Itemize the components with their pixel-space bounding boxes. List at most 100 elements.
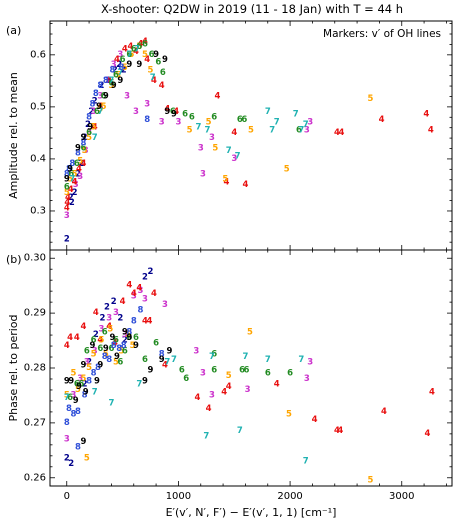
- marker-v2: 2: [148, 267, 154, 277]
- marker-v6: 6: [120, 55, 126, 65]
- x-tick-label: 1000: [166, 491, 191, 502]
- marker-v3: 3: [71, 390, 77, 400]
- marker-v4: 4: [334, 426, 340, 436]
- marker-v6: 6: [183, 374, 189, 384]
- marker-v4: 4: [242, 180, 248, 190]
- marker-v9: 9: [111, 81, 117, 91]
- marker-v5: 5: [286, 410, 292, 420]
- marker-v7: 7: [203, 432, 209, 442]
- marker-v4: 4: [429, 388, 435, 398]
- marker-v6: 6: [108, 79, 114, 89]
- marker-v8: 8: [91, 369, 97, 379]
- marker-v4: 4: [127, 42, 133, 52]
- marker-v8: 8: [82, 390, 88, 400]
- marker-v7: 7: [226, 146, 232, 156]
- marker-v8: 8: [86, 377, 92, 387]
- marker-v8: 8: [69, 159, 75, 169]
- marker-v2: 2: [75, 170, 81, 180]
- marker-v3: 3: [209, 133, 215, 143]
- y-tick-label: 0.27: [24, 417, 46, 428]
- x-axis-label: E′(v′, N′, F′) − E′(v′, 1, 1) [cm⁻¹]: [166, 506, 337, 519]
- x-tick-label: 2000: [277, 491, 302, 502]
- marker-v7: 7: [108, 76, 114, 86]
- marker-v7: 7: [97, 107, 103, 117]
- marker-v5: 5: [248, 125, 254, 135]
- marker-v2: 2: [117, 314, 123, 324]
- marker-v9: 9: [96, 102, 102, 112]
- marker-v9: 9: [167, 347, 173, 357]
- marker-v4: 4: [120, 297, 126, 307]
- marker-v7: 7: [265, 355, 271, 365]
- marker-v8: 8: [106, 355, 112, 365]
- y-axis-label: Phase rel. to period: [7, 314, 20, 421]
- marker-v2: 2: [72, 188, 78, 198]
- marker-v6: 6: [170, 107, 176, 117]
- marker-v5: 5: [84, 454, 90, 464]
- marker-v8: 8: [64, 418, 70, 428]
- marker-v4: 4: [428, 125, 434, 135]
- marker-v3: 3: [304, 374, 310, 384]
- marker-v6: 6: [74, 159, 80, 169]
- marker-v2: 2: [111, 297, 117, 307]
- marker-v5: 5: [86, 133, 92, 143]
- marker-v8: 8: [89, 99, 95, 109]
- marker-v3: 3: [162, 300, 168, 310]
- marker-v4: 4: [381, 407, 387, 417]
- marker-v3: 3: [209, 390, 215, 400]
- y-tick-label: 0.4: [30, 153, 46, 164]
- marker-v7: 7: [126, 50, 132, 60]
- marker-v4: 4: [162, 360, 168, 370]
- marker-v6: 6: [153, 338, 159, 348]
- marker-v9: 9: [148, 366, 154, 376]
- marker-v4: 4: [194, 393, 200, 403]
- marker-v9: 9: [81, 360, 87, 370]
- marker-v9: 9: [114, 352, 120, 362]
- marker-v4: 4: [93, 308, 99, 318]
- marker-v9: 9: [103, 92, 109, 102]
- marker-v5: 5: [142, 50, 148, 60]
- y-tick-label: 0.26: [24, 472, 46, 483]
- panel-label: (b): [6, 253, 22, 266]
- marker-v5: 5: [148, 65, 154, 75]
- marker-v4: 4: [173, 107, 179, 117]
- marker-v5: 5: [98, 336, 104, 346]
- marker-v9: 9: [117, 76, 123, 86]
- marker-v8: 8: [102, 352, 108, 362]
- marker-v5: 5: [136, 42, 142, 52]
- marker-v6: 6: [86, 128, 92, 138]
- marker-v9: 9: [133, 341, 139, 351]
- marker-v4: 4: [122, 45, 128, 55]
- marker-v3: 3: [91, 107, 97, 117]
- marker-v5: 5: [97, 105, 103, 115]
- marker-v8: 8: [75, 407, 81, 417]
- marker-v9: 9: [159, 355, 165, 365]
- marker-v4: 4: [221, 388, 227, 398]
- marker-v6: 6: [265, 369, 271, 379]
- marker-v5: 5: [101, 102, 107, 112]
- marker-v3: 3: [159, 118, 165, 128]
- marker-v4: 4: [81, 322, 87, 332]
- marker-v7: 7: [204, 125, 210, 135]
- marker-v4: 4: [231, 128, 237, 138]
- marker-v4: 4: [164, 105, 170, 115]
- marker-v6: 6: [160, 68, 166, 78]
- y-tick-label: 0.29: [24, 308, 46, 319]
- marker-v2: 2: [85, 120, 91, 130]
- marker-v6: 6: [78, 380, 84, 390]
- y-tick-label: 0.6: [30, 49, 46, 60]
- marker-v3: 3: [200, 170, 206, 180]
- marker-v6: 6: [126, 50, 132, 60]
- marker-v2: 2: [100, 314, 106, 324]
- marker-v2: 2: [92, 97, 98, 107]
- marker-v8: 8: [131, 316, 137, 326]
- marker-v9: 9: [73, 396, 79, 406]
- marker-v5: 5: [368, 476, 374, 486]
- marker-v2: 2: [116, 60, 122, 70]
- marker-v5: 5: [75, 385, 81, 395]
